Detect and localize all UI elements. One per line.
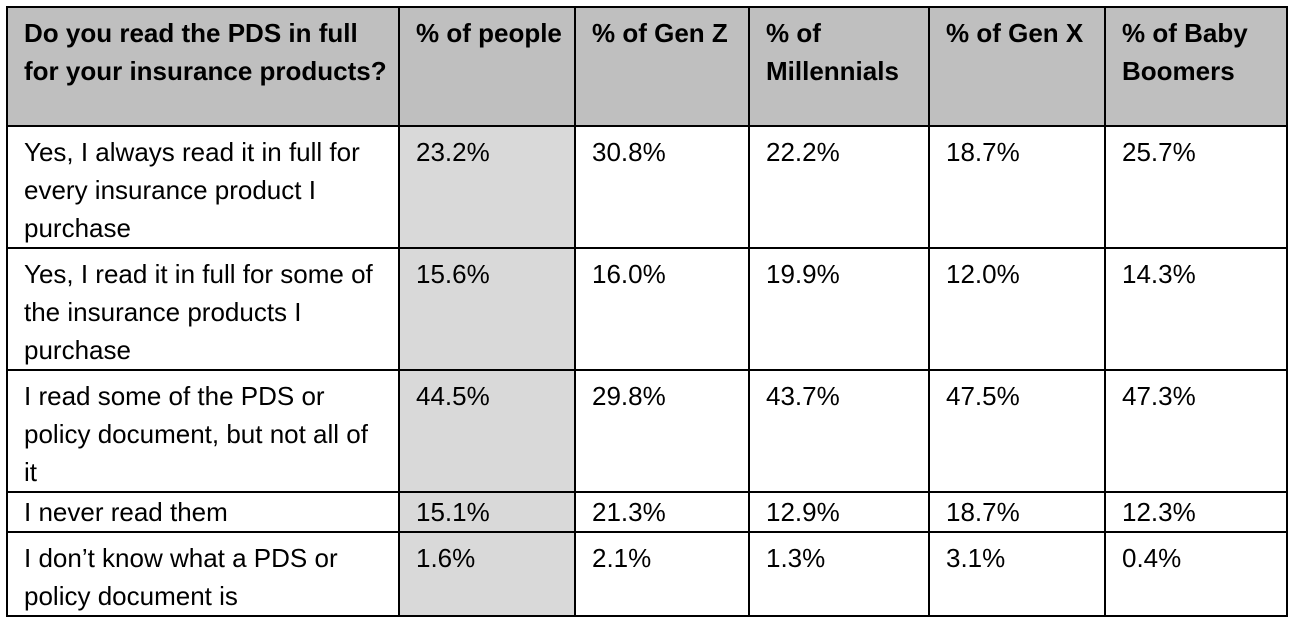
gen-z-cell: 30.8% bbox=[574, 125, 750, 249]
millennials-cell: 22.2% bbox=[748, 125, 930, 249]
header-baby-boomers: % of Baby Boomers bbox=[1104, 6, 1288, 127]
baby-boomers-cell: 0.4% bbox=[1104, 531, 1288, 617]
table-row: I don’t know what a PDS or policy docume… bbox=[6, 531, 1288, 617]
millennials-cell: 1.3% bbox=[748, 531, 930, 617]
baby-boomers-cell: 14.3% bbox=[1104, 247, 1288, 371]
gen-z-cell: 16.0% bbox=[574, 247, 750, 371]
answer-cell: I read some of the PDS or policy documen… bbox=[6, 369, 400, 493]
answer-cell: I don’t know what a PDS or policy docume… bbox=[6, 531, 400, 617]
table-row: I never read them 15.1% 21.3% 12.9% 18.7… bbox=[6, 491, 1288, 533]
gen-z-cell: 21.3% bbox=[574, 491, 750, 533]
table-row: Yes, I read it in full for some of the i… bbox=[6, 247, 1288, 371]
header-gen-x: % of Gen X bbox=[928, 6, 1106, 127]
gen-x-cell: 47.5% bbox=[928, 369, 1106, 493]
header-row: Do you read the PDS in full for your ins… bbox=[6, 6, 1288, 127]
people-cell: 44.5% bbox=[398, 369, 576, 493]
gen-x-cell: 18.7% bbox=[928, 491, 1106, 533]
people-cell: 1.6% bbox=[398, 531, 576, 617]
baby-boomers-cell: 25.7% bbox=[1104, 125, 1288, 249]
gen-z-cell: 2.1% bbox=[574, 531, 750, 617]
header-gen-z: % of Gen Z bbox=[574, 6, 750, 127]
header-people: % of people bbox=[398, 6, 576, 127]
header-millennials: % of Millennials bbox=[748, 6, 930, 127]
people-cell: 15.1% bbox=[398, 491, 576, 533]
answer-cell: I never read them bbox=[6, 491, 400, 533]
millennials-cell: 12.9% bbox=[748, 491, 930, 533]
millennials-cell: 43.7% bbox=[748, 369, 930, 493]
baby-boomers-cell: 12.3% bbox=[1104, 491, 1288, 533]
table-row: I read some of the PDS or policy documen… bbox=[6, 369, 1288, 493]
gen-x-cell: 12.0% bbox=[928, 247, 1106, 371]
gen-x-cell: 18.7% bbox=[928, 125, 1106, 249]
millennials-cell: 19.9% bbox=[748, 247, 930, 371]
answer-cell: Yes, I always read it in full for every … bbox=[6, 125, 400, 249]
gen-x-cell: 3.1% bbox=[928, 531, 1106, 617]
baby-boomers-cell: 47.3% bbox=[1104, 369, 1288, 493]
people-cell: 23.2% bbox=[398, 125, 576, 249]
header-question: Do you read the PDS in full for your ins… bbox=[6, 6, 400, 127]
people-cell: 15.6% bbox=[398, 247, 576, 371]
answer-cell: Yes, I read it in full for some of the i… bbox=[6, 247, 400, 371]
pds-survey-table: Do you read the PDS in full for your ins… bbox=[6, 6, 1288, 617]
gen-z-cell: 29.8% bbox=[574, 369, 750, 493]
table-row: Yes, I always read it in full for every … bbox=[6, 125, 1288, 249]
